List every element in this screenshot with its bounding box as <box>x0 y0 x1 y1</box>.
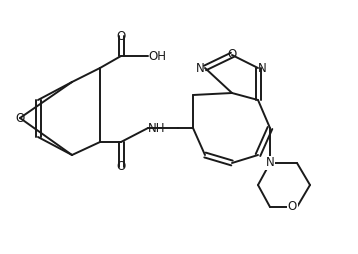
Text: N: N <box>266 156 274 169</box>
Text: O: O <box>116 29 126 42</box>
Text: OH: OH <box>148 50 166 62</box>
Text: O: O <box>227 49 237 61</box>
Text: O: O <box>116 161 126 173</box>
Text: O: O <box>288 200 297 214</box>
Text: NH: NH <box>148 121 165 135</box>
Text: N: N <box>258 61 267 74</box>
Text: N: N <box>196 61 205 74</box>
Text: O: O <box>15 112 25 124</box>
